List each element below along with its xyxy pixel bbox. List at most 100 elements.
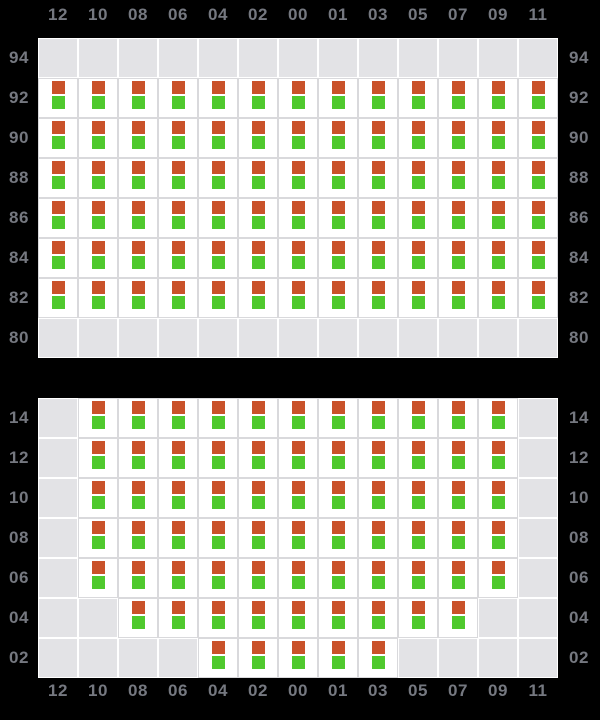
grid-cell-occupied[interactable] <box>158 78 198 118</box>
grid-cell-occupied[interactable] <box>78 118 118 158</box>
grid-cell-occupied[interactable] <box>398 78 438 118</box>
grid-cell-occupied[interactable] <box>278 78 318 118</box>
grid-cell-occupied[interactable] <box>238 198 278 238</box>
grid-cell-occupied[interactable] <box>278 158 318 198</box>
grid-cell-occupied[interactable] <box>318 638 358 678</box>
grid-cell-occupied[interactable] <box>38 278 78 318</box>
grid-cell-occupied[interactable] <box>318 158 358 198</box>
grid-cell-occupied[interactable] <box>198 518 238 558</box>
grid-cell-occupied[interactable] <box>158 558 198 598</box>
grid-cell-occupied[interactable] <box>478 478 518 518</box>
grid-cell-occupied[interactable] <box>318 598 358 638</box>
grid-cell-occupied[interactable] <box>278 478 318 518</box>
grid-cell-occupied[interactable] <box>478 518 518 558</box>
grid-cell-occupied[interactable] <box>118 238 158 278</box>
grid-cell-occupied[interactable] <box>238 78 278 118</box>
grid-cell-occupied[interactable] <box>318 238 358 278</box>
grid-cell-occupied[interactable] <box>358 78 398 118</box>
grid-cell-occupied[interactable] <box>78 518 118 558</box>
grid-cell-occupied[interactable] <box>478 558 518 598</box>
grid-cell-occupied[interactable] <box>38 238 78 278</box>
grid-cell-occupied[interactable] <box>438 518 478 558</box>
grid-cell-occupied[interactable] <box>118 438 158 478</box>
grid-cell-occupied[interactable] <box>358 638 398 678</box>
grid-cell-occupied[interactable] <box>278 198 318 238</box>
grid-cell-occupied[interactable] <box>478 438 518 478</box>
grid-cell-occupied[interactable] <box>78 158 118 198</box>
grid-cell-occupied[interactable] <box>198 438 238 478</box>
grid-cell-occupied[interactable] <box>478 158 518 198</box>
grid-cell-occupied[interactable] <box>358 398 398 438</box>
grid-cell-occupied[interactable] <box>158 478 198 518</box>
grid-cell-occupied[interactable] <box>198 198 238 238</box>
grid-cell-occupied[interactable] <box>518 118 558 158</box>
grid-cell-occupied[interactable] <box>118 558 158 598</box>
grid-cell-occupied[interactable] <box>398 478 438 518</box>
grid-cell-occupied[interactable] <box>198 238 238 278</box>
grid-cell-occupied[interactable] <box>198 558 238 598</box>
grid-cell-occupied[interactable] <box>78 478 118 518</box>
grid-cell-occupied[interactable] <box>358 478 398 518</box>
grid-cell-occupied[interactable] <box>158 438 198 478</box>
grid-cell-occupied[interactable] <box>478 78 518 118</box>
grid-cell-occupied[interactable] <box>118 78 158 118</box>
grid-cell-occupied[interactable] <box>318 78 358 118</box>
grid-cell-occupied[interactable] <box>118 278 158 318</box>
grid-cell-occupied[interactable] <box>438 598 478 638</box>
grid-cell-occupied[interactable] <box>478 398 518 438</box>
grid-cell-occupied[interactable] <box>518 278 558 318</box>
grid-cell-occupied[interactable] <box>358 198 398 238</box>
grid-cell-occupied[interactable] <box>38 198 78 238</box>
grid-cell-occupied[interactable] <box>518 198 558 238</box>
grid-cell-occupied[interactable] <box>318 478 358 518</box>
grid-cell-occupied[interactable] <box>158 518 198 558</box>
grid-cell-occupied[interactable] <box>398 598 438 638</box>
grid-cell-occupied[interactable] <box>78 558 118 598</box>
grid-cell-occupied[interactable] <box>238 638 278 678</box>
grid-cell-occupied[interactable] <box>38 158 78 198</box>
grid-cell-occupied[interactable] <box>118 478 158 518</box>
grid-cell-occupied[interactable] <box>158 118 198 158</box>
grid-cell-occupied[interactable] <box>478 278 518 318</box>
grid-cell-occupied[interactable] <box>278 278 318 318</box>
grid-cell-occupied[interactable] <box>78 198 118 238</box>
grid-cell-occupied[interactable] <box>398 558 438 598</box>
grid-cell-occupied[interactable] <box>238 278 278 318</box>
grid-cell-occupied[interactable] <box>478 238 518 278</box>
grid-cell-occupied[interactable] <box>438 558 478 598</box>
grid-cell-occupied[interactable] <box>118 398 158 438</box>
grid-cell-occupied[interactable] <box>278 518 318 558</box>
grid-cell-occupied[interactable] <box>318 278 358 318</box>
grid-cell-occupied[interactable] <box>358 278 398 318</box>
grid-cell-occupied[interactable] <box>198 638 238 678</box>
grid-cell-occupied[interactable] <box>158 238 198 278</box>
grid-cell-occupied[interactable] <box>438 78 478 118</box>
grid-cell-occupied[interactable] <box>238 398 278 438</box>
grid-cell-occupied[interactable] <box>518 78 558 118</box>
grid-cell-occupied[interactable] <box>398 238 438 278</box>
grid-cell-occupied[interactable] <box>158 278 198 318</box>
grid-cell-occupied[interactable] <box>318 438 358 478</box>
grid-cell-occupied[interactable] <box>438 478 478 518</box>
grid-cell-occupied[interactable] <box>438 238 478 278</box>
grid-cell-occupied[interactable] <box>318 558 358 598</box>
grid-cell-occupied[interactable] <box>398 198 438 238</box>
grid-cell-occupied[interactable] <box>438 198 478 238</box>
grid-cell-occupied[interactable] <box>238 558 278 598</box>
grid-cell-occupied[interactable] <box>358 518 398 558</box>
grid-cell-occupied[interactable] <box>118 198 158 238</box>
grid-cell-occupied[interactable] <box>158 198 198 238</box>
grid-cell-occupied[interactable] <box>198 78 238 118</box>
grid-cell-occupied[interactable] <box>198 398 238 438</box>
grid-cell-occupied[interactable] <box>518 158 558 198</box>
grid-cell-occupied[interactable] <box>318 518 358 558</box>
grid-cell-occupied[interactable] <box>278 638 318 678</box>
grid-cell-occupied[interactable] <box>238 118 278 158</box>
grid-cell-occupied[interactable] <box>158 598 198 638</box>
grid-cell-occupied[interactable] <box>158 158 198 198</box>
grid-cell-occupied[interactable] <box>358 598 398 638</box>
grid-cell-occupied[interactable] <box>238 158 278 198</box>
grid-cell-occupied[interactable] <box>198 478 238 518</box>
grid-cell-occupied[interactable] <box>318 398 358 438</box>
grid-cell-occupied[interactable] <box>358 558 398 598</box>
